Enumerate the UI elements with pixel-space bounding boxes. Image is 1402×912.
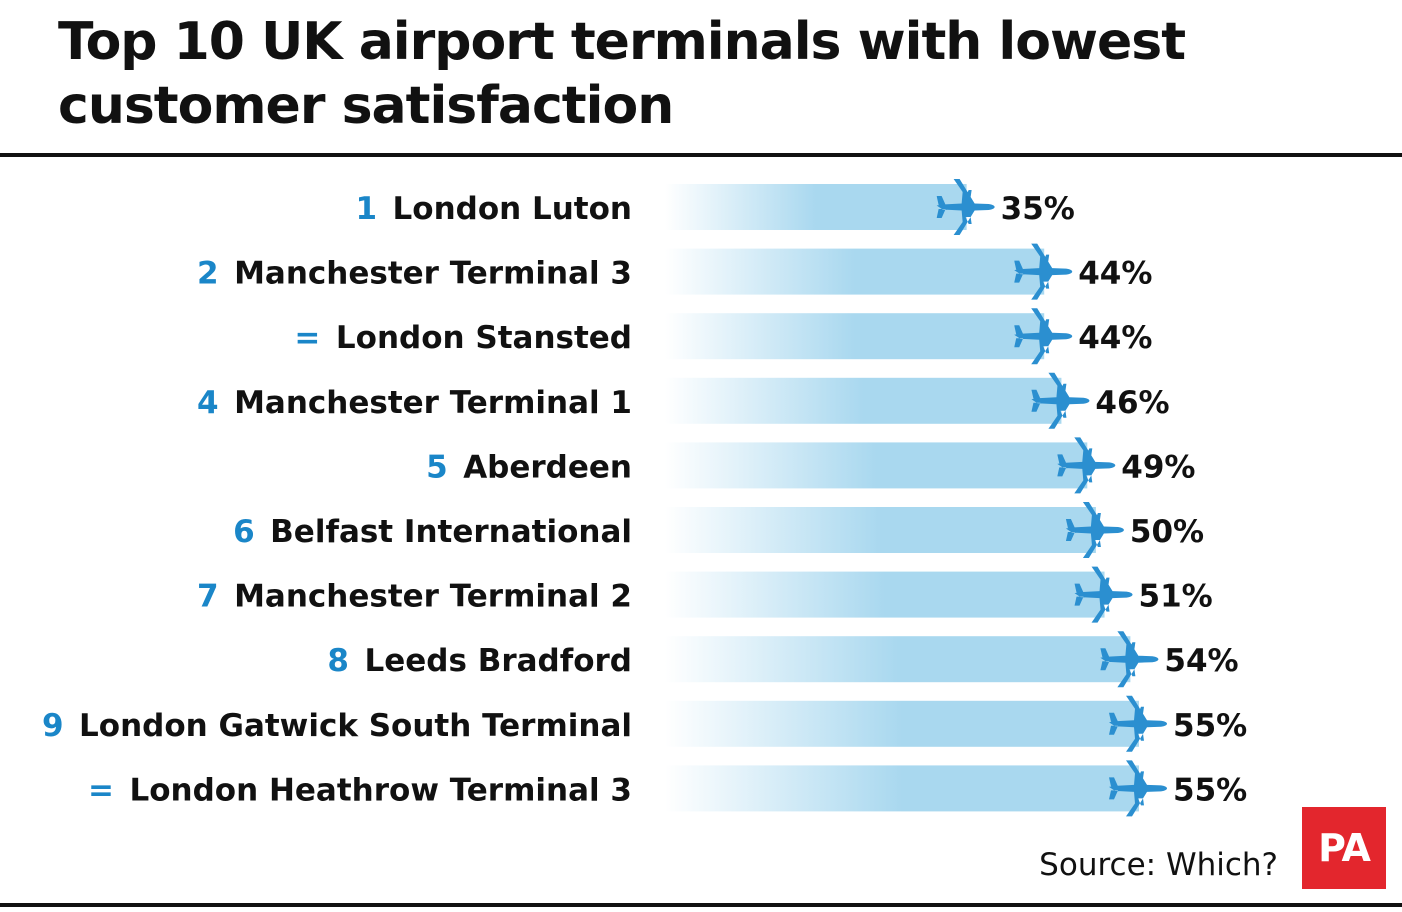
bar-row: 44% = London Stansted [294,308,1152,365]
rank-label: 2 [197,256,219,292]
rank-label: 6 [233,514,255,550]
bar [665,184,967,230]
top-divider [0,153,1402,157]
value-label: 55% [1173,772,1247,808]
pa-logo: PA [1302,807,1386,889]
source-note: Source: Which? [1039,847,1278,883]
rank-label: = [88,772,114,808]
category-label: 2 Manchester Terminal 3 [197,256,632,292]
category-label: 9 London Gatwick South Terminal [42,708,632,744]
value-label: 46% [1095,385,1169,421]
terminal-name: Belfast International [255,514,632,550]
category-label: 4 Manchester Terminal 1 [197,385,632,421]
bar [665,442,1088,489]
chart-title: Top 10 UK airport terminals with lowest … [58,12,1186,136]
terminal-name: London Gatwick South Terminal [64,708,632,744]
value-label: 51% [1139,579,1213,615]
bar [665,248,1045,295]
category-label: = London Stansted [294,320,632,356]
bar [665,765,1139,812]
bar-row: 49% 5 Aberdeen [426,437,1195,494]
value-label: 44% [1078,256,1152,292]
rank-label: 8 [327,643,349,679]
category-label: 8 Leeds Bradford [327,643,632,679]
bar [665,507,1096,553]
bar-row: 55% = London Heathrow Terminal 3 [88,760,1247,817]
bar [665,700,1139,747]
terminal-name: Manchester Terminal 1 [219,385,632,421]
bar-row: 55% 9 London Gatwick South Terminal [42,695,1247,752]
bar-row: 50% 6 Belfast International [233,502,1204,558]
rank-label: = [294,320,320,356]
bottom-divider [0,903,1402,907]
value-label: 35% [1001,191,1075,227]
category-label: 1 London Luton [355,191,632,227]
value-label: 49% [1121,449,1195,485]
terminal-name: London Stansted [320,320,632,356]
category-label: 6 Belfast International [233,514,632,550]
bar-row: 54% 8 Leeds Bradford [327,631,1239,688]
terminal-name: London Heathrow Terminal 3 [114,772,632,808]
rank-label: 7 [197,579,219,615]
category-label: 7 Manchester Terminal 2 [197,579,632,615]
bar-row: 46% 4 Manchester Terminal 1 [197,372,1170,429]
terminal-name: London Luton [377,191,632,227]
rank-label: 5 [426,449,448,485]
terminal-name: Manchester Terminal 2 [219,579,632,615]
bar [665,377,1062,424]
terminal-name: Aberdeen [448,449,632,485]
value-label: 44% [1078,320,1152,356]
rank-label: 4 [197,385,219,421]
terminal-name: Manchester Terminal 3 [219,256,632,292]
rank-label: 1 [355,191,377,227]
bar [665,636,1131,683]
category-label: 5 Aberdeen [426,449,632,485]
rank-label: 9 [42,708,64,744]
bar [665,313,1045,360]
bar-row: 51% 7 Manchester Terminal 2 [197,566,1213,623]
bar-row: 44% 2 Manchester Terminal 3 [197,243,1152,300]
terminal-name: Leeds Bradford [349,643,632,679]
bar [665,571,1105,618]
bar-row: 35% 1 London Luton [355,179,1075,235]
value-label: 55% [1173,708,1247,744]
value-label: 54% [1164,643,1238,679]
value-label: 50% [1130,514,1204,550]
category-label: = London Heathrow Terminal 3 [88,772,632,808]
